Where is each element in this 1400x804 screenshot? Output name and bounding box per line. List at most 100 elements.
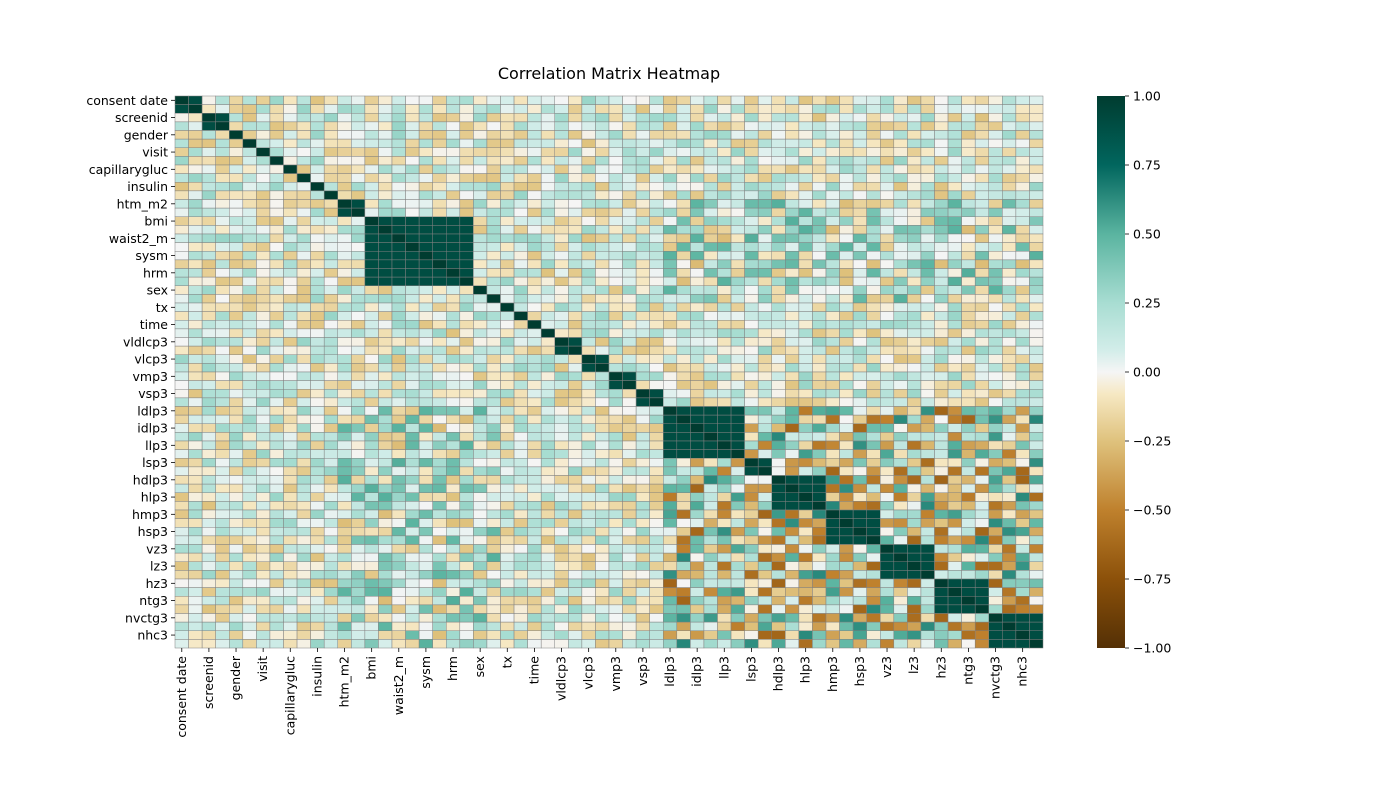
heatmap-cell (229, 311, 244, 321)
heatmap-cell (568, 621, 583, 632)
heatmap-cell (676, 449, 691, 459)
heatmap-cell (798, 501, 813, 511)
heatmap-cell (649, 354, 664, 364)
heatmap-cell (730, 371, 745, 381)
heatmap-cell (269, 630, 284, 640)
heatmap-cell (323, 475, 339, 485)
heatmap-cell (174, 639, 189, 649)
heatmap-cell (920, 242, 935, 252)
heatmap-cell (269, 320, 284, 330)
heatmap-cell (229, 518, 244, 528)
heatmap-cell (296, 354, 311, 364)
heatmap-cell (513, 587, 528, 597)
heatmap-cell (757, 371, 773, 381)
heatmap-cell (798, 406, 813, 416)
heatmap-cell (378, 578, 393, 588)
heatmap-cell (459, 423, 474, 433)
heatmap-cell (310, 389, 325, 399)
heatmap-cell (920, 552, 935, 563)
heatmap-cell (1029, 164, 1044, 174)
heatmap-cell (513, 173, 528, 183)
heatmap-cell (866, 164, 881, 174)
heatmap-cell (798, 233, 813, 243)
heatmap-cell (947, 414, 962, 425)
heatmap-cell (676, 354, 691, 364)
heatmap-cell (676, 173, 691, 183)
heatmap-cell (866, 518, 881, 528)
heatmap-cell (256, 328, 271, 338)
heatmap-cell (473, 613, 488, 623)
heatmap-cell (256, 95, 271, 105)
heatmap-cell (351, 182, 366, 192)
heatmap-cell (717, 328, 732, 338)
heatmap-cell (527, 475, 542, 485)
heatmap-cell (364, 104, 379, 114)
heatmap-cell (310, 363, 325, 373)
heatmap-cell (907, 259, 922, 269)
heatmap-cell (771, 423, 786, 433)
heatmap-cell (757, 389, 773, 399)
heatmap-cell (229, 182, 244, 192)
heatmap-cell (703, 406, 718, 416)
heatmap-cell (378, 207, 393, 218)
heatmap-cell (323, 432, 339, 442)
heatmap-cell (554, 380, 569, 390)
heatmap-cell (378, 397, 393, 407)
heatmap-cell (920, 466, 935, 476)
heatmap-cell (812, 311, 827, 321)
heatmap-cell (405, 630, 420, 640)
heatmap-cell (418, 242, 433, 252)
heatmap-cell (568, 449, 583, 459)
heatmap-cell (201, 509, 216, 519)
heatmap-cell (635, 535, 650, 545)
heatmap-cell (595, 276, 610, 287)
heatmap-cell (513, 190, 528, 200)
heatmap-cell (378, 492, 393, 502)
heatmap-cell (812, 259, 827, 269)
heatmap-cell (323, 363, 339, 373)
heatmap-cell (988, 242, 1003, 252)
heatmap-cell (459, 509, 474, 519)
heatmap-cell (1029, 104, 1044, 114)
heatmap-cell (663, 535, 678, 545)
heatmap-cell (283, 432, 298, 442)
heatmap-cell (513, 406, 528, 416)
heatmap-cell (947, 527, 962, 537)
heatmap-cell (527, 345, 542, 356)
heatmap-cell (568, 130, 583, 140)
heatmap-cell (364, 639, 379, 649)
heatmap-cell (920, 406, 935, 416)
heatmap-cell (1002, 397, 1017, 407)
heatmap-cell (323, 397, 339, 407)
heatmap-cell (500, 363, 515, 373)
heatmap-cell (242, 561, 257, 571)
heatmap-cell (866, 449, 881, 459)
heatmap-cell (812, 389, 827, 399)
heatmap-cell (934, 630, 949, 640)
heatmap-cell (391, 475, 406, 485)
heatmap-cell (635, 509, 650, 519)
heatmap-cell (852, 561, 867, 571)
heatmap-cell (920, 337, 935, 347)
heatmap-cell (310, 397, 325, 407)
heatmap-cell (418, 164, 433, 174)
heatmap-cell (513, 501, 528, 511)
heatmap-cell (554, 406, 569, 416)
heatmap-cell (961, 518, 976, 528)
heatmap-cell (934, 639, 949, 649)
heatmap-cell (622, 345, 637, 356)
heatmap-cell (825, 544, 840, 554)
heatmap-cell (310, 570, 325, 580)
heatmap-cell (744, 449, 759, 459)
heatmap-cell (473, 587, 488, 597)
heatmap-cell (1029, 354, 1044, 364)
heatmap-cell (174, 268, 189, 278)
heatmap-cell (473, 173, 488, 183)
heatmap-cell (432, 320, 447, 330)
heatmap-cell (988, 156, 1003, 166)
heatmap-cell (391, 501, 406, 511)
heatmap-cell (486, 561, 501, 571)
heatmap-cell (201, 147, 216, 157)
heatmap-cell (717, 121, 732, 131)
heatmap-cell (717, 432, 732, 442)
